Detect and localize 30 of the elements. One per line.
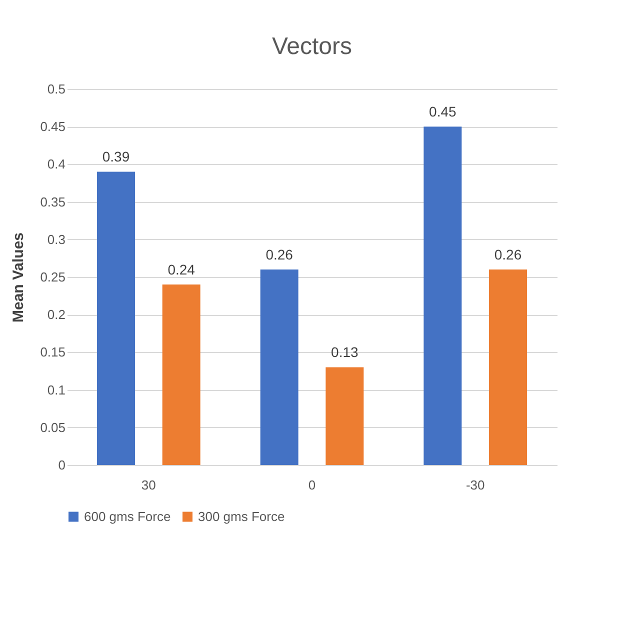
legend-label: 300 gms Force <box>198 508 285 524</box>
bar <box>260 269 298 465</box>
x-tick-label: 0 <box>308 478 316 492</box>
y-tick-label: 0.1 <box>47 382 66 398</box>
y-tick-label: 0.4 <box>47 156 66 172</box>
y-axis-title: Mean Values <box>10 232 28 323</box>
y-tick-label: 0.3 <box>47 232 66 247</box>
y-tick-label: 0.45 <box>40 119 66 134</box>
y-tick-label: 0.5 <box>47 82 66 96</box>
y-tick-label: 0.05 <box>40 420 66 435</box>
data-label: 0.13 <box>331 344 359 360</box>
data-label: 0.26 <box>266 246 294 262</box>
bar <box>162 284 200 465</box>
y-tick-label: 0.15 <box>40 344 66 360</box>
data-label: 0.45 <box>429 104 457 120</box>
x-tick-label: -30 <box>466 478 485 492</box>
chart-title: Vectors <box>272 33 352 60</box>
y-tick-label: 0.25 <box>40 270 66 284</box>
bar <box>489 269 527 465</box>
y-tick-label: 0 <box>58 458 66 472</box>
data-label: 0.39 <box>102 148 130 165</box>
bar <box>326 367 364 465</box>
x-tick-label: 30 <box>141 478 156 492</box>
legend-label: 600 gms Force <box>84 508 171 524</box>
y-tick-label: 0.35 <box>40 194 66 210</box>
y-tick-label: 0.2 <box>47 307 66 322</box>
bar <box>97 172 135 465</box>
data-label: 0.26 <box>494 246 522 262</box>
bar <box>424 126 462 465</box>
data-label: 0.24 <box>168 262 196 278</box>
